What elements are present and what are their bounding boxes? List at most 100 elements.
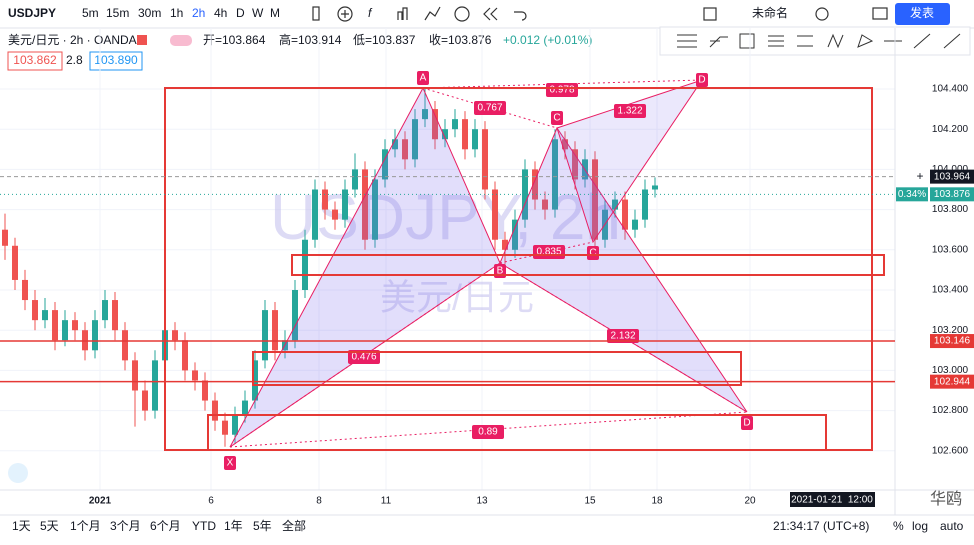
formula-icon[interactable]: f: [368, 6, 373, 20]
tool-icon[interactable]: [797, 35, 813, 47]
range-button[interactable]: 6个月: [150, 519, 181, 533]
candle-body: [542, 199, 548, 210]
interval[interactable]: D: [236, 6, 245, 20]
tool-icon[interactable]: [827, 33, 844, 49]
symbol[interactable]: USDJPY: [8, 6, 56, 20]
crosshair-price: 103.964: [934, 171, 971, 182]
candle-body: [62, 320, 68, 341]
pattern-label: 2.132: [610, 331, 635, 342]
interval[interactable]: 30m: [138, 6, 161, 20]
plus-glyph: [341, 10, 349, 18]
pattern-tag: [546, 83, 578, 97]
tool-icon[interactable]: [709, 36, 728, 48]
undo-icon[interactable]: [514, 11, 527, 21]
range-button[interactable]: YTD: [192, 519, 216, 533]
highlight-box: [252, 351, 742, 386]
interval[interactable]: 1h: [170, 6, 183, 20]
indicator-add-icon[interactable]: [337, 6, 353, 22]
pattern-xab[interactable]: [229, 86, 501, 448]
candle-body: [42, 310, 48, 321]
tool-icon[interactable]: [739, 33, 755, 49]
bid-price[interactable]: 103.862: [13, 53, 57, 67]
candle-body: [342, 189, 348, 220]
candle-body: [652, 185, 658, 190]
range-button[interactable]: 1个月: [70, 519, 101, 533]
spread: 2.8: [66, 53, 83, 67]
toolbar-icons: [312, 6, 888, 22]
drawing-toolbar: [659, 26, 971, 56]
legend-change: +0.012 (+0.01%): [503, 33, 592, 47]
pattern-label: 0.476: [351, 352, 376, 363]
log-toggle[interactable]: log: [912, 519, 928, 533]
interval[interactable]: 5m: [82, 6, 99, 20]
tool-icon[interactable]: [943, 33, 961, 49]
auto-toggle[interactable]: auto: [940, 519, 964, 533]
candle-body: [442, 129, 448, 140]
publish-button[interactable]: [895, 3, 950, 25]
x-tick-label: 13: [476, 496, 488, 507]
ask-price[interactable]: 103.890: [94, 53, 138, 67]
time-tag: [790, 492, 875, 507]
range-button[interactable]: 1年: [224, 519, 243, 533]
range-button[interactable]: 5年: [253, 519, 272, 533]
replay-icon[interactable]: [483, 7, 498, 21]
legend-low: 低=103.837: [353, 33, 416, 47]
candle-body: [192, 370, 198, 381]
candle-body: [482, 129, 488, 190]
tool-icon[interactable]: [913, 33, 931, 49]
candle-body: [12, 245, 18, 280]
change-tag: [896, 187, 928, 202]
candle-body: [452, 119, 458, 130]
candle-body: [312, 189, 318, 240]
ask-box[interactable]: [89, 51, 143, 71]
x-tick-label: 8: [316, 496, 322, 507]
candles: [2, 88, 658, 447]
alert-icon[interactable]: [454, 6, 470, 22]
candle-body: [502, 239, 508, 250]
candle-body: [302, 239, 308, 290]
price-line-tag: [930, 334, 974, 349]
flag-icon[interactable]: [137, 35, 147, 45]
snapshot-icon[interactable]: [872, 7, 888, 20]
checkbox-icon[interactable]: [703, 7, 717, 21]
brand: 华鸥: [930, 490, 962, 508]
interval[interactable]: 2h: [192, 6, 205, 20]
candle-body: [212, 400, 218, 421]
template-icon[interactable]: [424, 6, 441, 21]
pattern-labels: X A B C D C D 0.767 0.978 1.322 0.835 2.132 0.476 0.8…: [224, 71, 753, 470]
toggle-icon[interactable]: [170, 35, 192, 46]
x-tick-label: 6: [208, 496, 214, 507]
chart-style-icon[interactable]: [312, 6, 320, 21]
compare-icon[interactable]: [397, 7, 408, 20]
pattern-tag: [474, 101, 506, 115]
interval[interactable]: W: [252, 6, 264, 20]
candle-body: [332, 209, 338, 220]
y-tick-label: 103.000: [932, 365, 969, 376]
watermark-symbol: USDJPY, 2h: [270, 181, 621, 253]
interval[interactable]: 4h: [214, 6, 227, 20]
tool-icon[interactable]: [677, 34, 697, 48]
pattern-label: B: [497, 266, 504, 277]
candle-body: [292, 290, 298, 341]
tool-icon[interactable]: [857, 34, 874, 48]
range-button[interactable]: 5天: [40, 519, 59, 533]
y-tick-label: 103.400: [932, 285, 969, 296]
range-button[interactable]: 1天: [12, 519, 31, 533]
publish-label[interactable]: 发表: [910, 5, 934, 20]
percent-toggle[interactable]: %: [893, 519, 904, 533]
pattern-label: A: [420, 73, 427, 84]
interval[interactable]: M: [270, 6, 280, 20]
settings-icon[interactable]: [815, 7, 829, 21]
range-button[interactable]: 全部: [282, 518, 306, 533]
interval[interactable]: 15m: [106, 6, 129, 20]
logo-icon[interactable]: [8, 463, 28, 483]
bid-box[interactable]: [7, 51, 63, 71]
pattern-label: 0.978: [549, 85, 574, 96]
tool-icon[interactable]: [768, 35, 784, 47]
candle-body: [122, 330, 128, 361]
range-button[interactable]: 3个月: [110, 519, 141, 533]
candle-body: [52, 310, 58, 341]
layout-name[interactable]: 未命名: [752, 5, 788, 20]
